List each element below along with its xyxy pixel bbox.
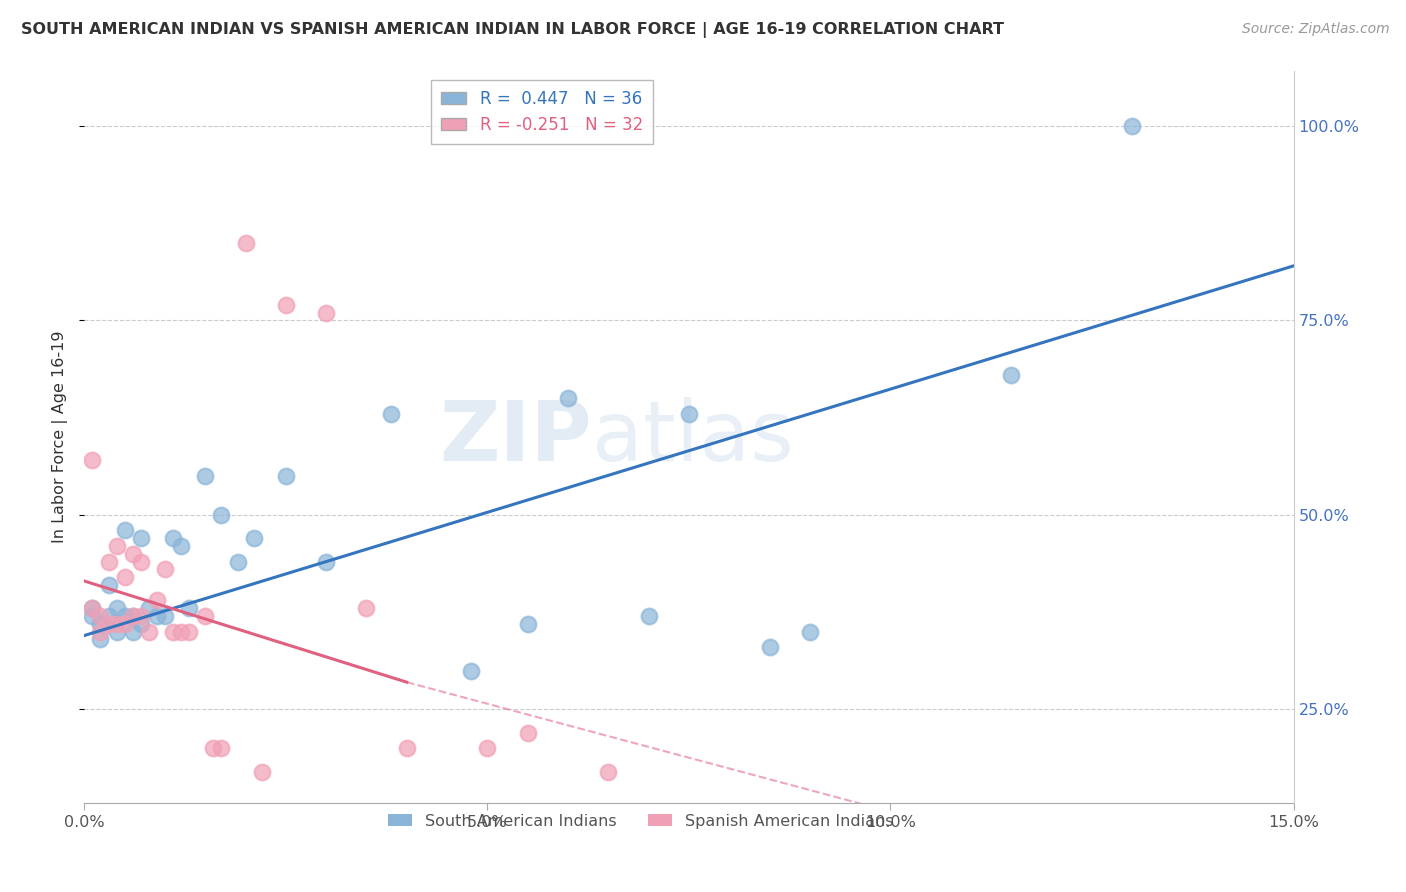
- Point: [162, 531, 184, 545]
- Point: [1000, 368, 1022, 382]
- Y-axis label: In Labor Force | Age 16-19: In Labor Force | Age 16-19: [52, 331, 69, 543]
- Point: [477, 741, 499, 756]
- Point: [162, 624, 184, 639]
- Point: [1121, 119, 1143, 133]
- Point: [799, 624, 821, 639]
- Point: [129, 555, 152, 569]
- Point: [516, 616, 538, 631]
- Point: [97, 578, 120, 592]
- Point: [82, 601, 104, 615]
- Point: [274, 469, 297, 483]
- Text: SOUTH AMERICAN INDIAN VS SPANISH AMERICAN INDIAN IN LABOR FORCE | AGE 16-19 CORR: SOUTH AMERICAN INDIAN VS SPANISH AMERICA…: [21, 22, 1004, 38]
- Point: [105, 624, 128, 639]
- Point: [274, 298, 297, 312]
- Point: [315, 555, 337, 569]
- Point: [209, 741, 232, 756]
- Point: [380, 407, 402, 421]
- Point: [82, 453, 104, 467]
- Point: [89, 632, 111, 647]
- Point: [105, 539, 128, 553]
- Point: [105, 616, 128, 631]
- Point: [89, 609, 111, 624]
- Point: [242, 531, 264, 545]
- Point: [121, 609, 143, 624]
- Point: [89, 616, 111, 631]
- Point: [179, 601, 201, 615]
- Text: atlas: atlas: [592, 397, 794, 477]
- Point: [460, 664, 482, 678]
- Point: [121, 624, 143, 639]
- Point: [209, 508, 232, 522]
- Text: ZIP: ZIP: [440, 397, 592, 477]
- Point: [153, 609, 176, 624]
- Point: [114, 524, 136, 538]
- Point: [557, 391, 579, 405]
- Point: [598, 764, 620, 779]
- Point: [114, 609, 136, 624]
- Point: [82, 601, 104, 615]
- Point: [170, 539, 193, 553]
- Point: [678, 407, 700, 421]
- Point: [395, 741, 418, 756]
- Point: [82, 609, 104, 624]
- Point: [114, 570, 136, 584]
- Point: [315, 305, 337, 319]
- Point: [138, 601, 160, 615]
- Point: [97, 609, 120, 624]
- Point: [105, 601, 128, 615]
- Point: [146, 593, 169, 607]
- Legend: South American Indians, Spanish American Indians: South American Indians, Spanish American…: [381, 807, 900, 835]
- Point: [121, 547, 143, 561]
- Point: [170, 624, 193, 639]
- Point: [226, 555, 249, 569]
- Point: [129, 531, 152, 545]
- Point: [129, 609, 152, 624]
- Point: [235, 235, 257, 250]
- Point: [97, 616, 120, 631]
- Point: [202, 741, 225, 756]
- Point: [138, 624, 160, 639]
- Point: [89, 624, 111, 639]
- Point: [194, 469, 217, 483]
- Point: [153, 562, 176, 576]
- Point: [637, 609, 659, 624]
- Point: [114, 616, 136, 631]
- Text: Source: ZipAtlas.com: Source: ZipAtlas.com: [1241, 22, 1389, 37]
- Point: [758, 640, 780, 655]
- Point: [179, 624, 201, 639]
- Point: [129, 616, 152, 631]
- Point: [97, 555, 120, 569]
- Point: [250, 764, 273, 779]
- Point: [146, 609, 169, 624]
- Point: [516, 725, 538, 739]
- Point: [121, 609, 143, 624]
- Point: [356, 601, 378, 615]
- Point: [194, 609, 217, 624]
